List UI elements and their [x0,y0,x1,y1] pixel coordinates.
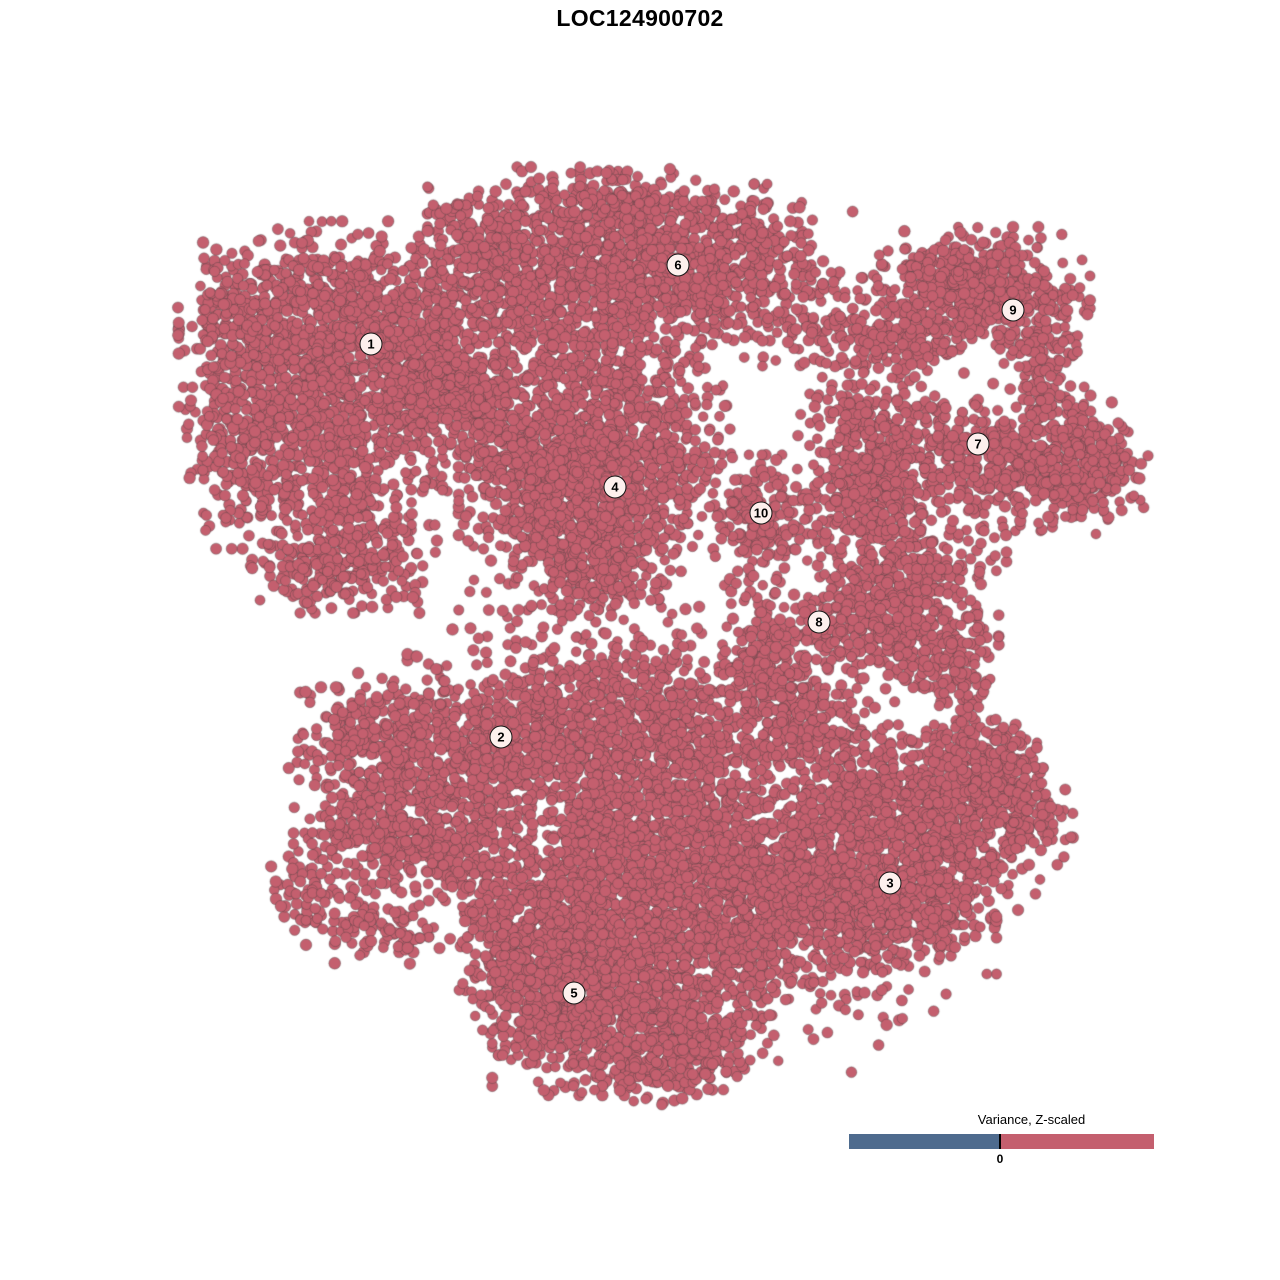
legend-zero-tick [999,1134,1001,1149]
legend-negative-segment [849,1134,1000,1149]
plot-title: LOC124900702 [556,5,724,31]
legend-zero-label: 0 [996,1152,1004,1166]
legend-title: Variance, Z-scaled [977,1112,1086,1127]
legend-positive-segment [1000,1134,1154,1149]
legend-colorbar [849,1134,1154,1149]
legend: Variance, Z-scaled 0 [849,1112,1189,1172]
